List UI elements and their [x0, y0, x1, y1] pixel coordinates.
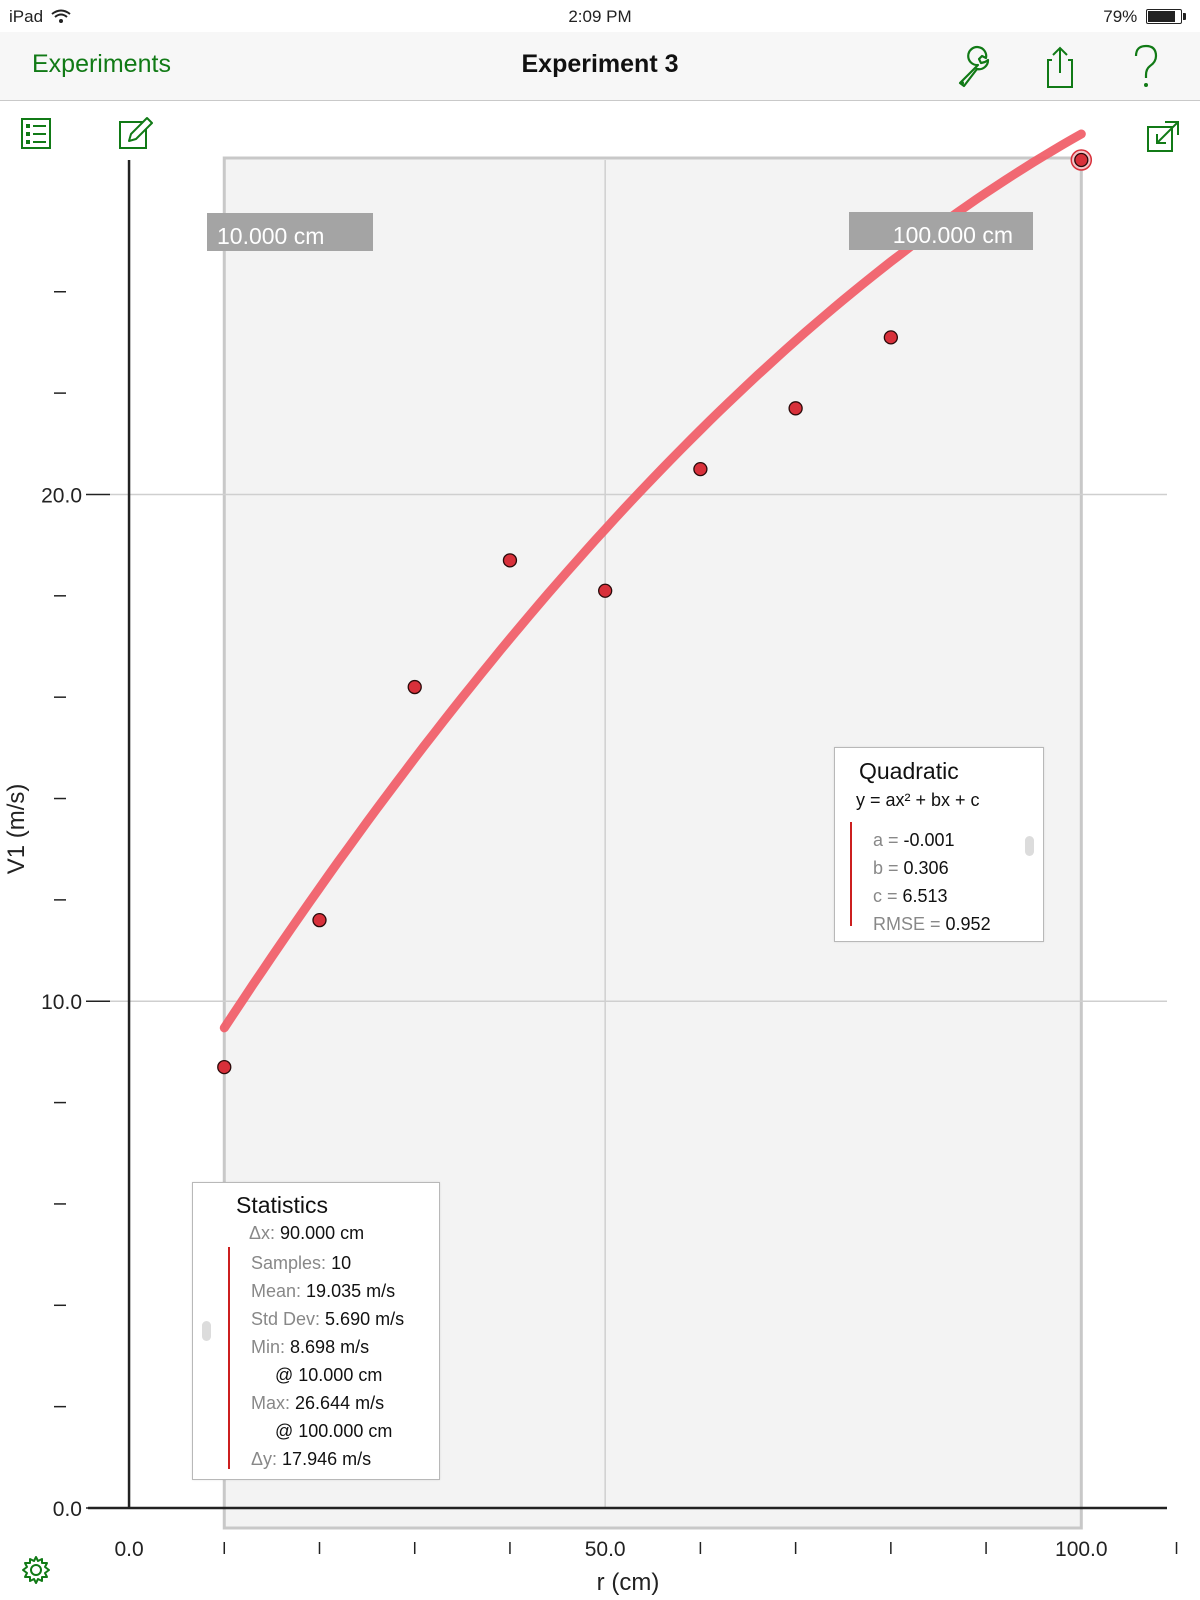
quadratic-equation: y = ax² + bx + c [856, 790, 980, 810]
delta-x-row: Δx: 90.000 cm [249, 1223, 365, 1243]
stats-color-marker [228, 1247, 230, 1469]
status-bar: iPad 2:09 PM 79% [0, 0, 1200, 32]
x-tick-label: 100.0 [1055, 1538, 1108, 1561]
delta-y-row: Δy: 17.946 m/s [251, 1449, 372, 1469]
mean-row: Mean: 19.035 m/s [251, 1281, 396, 1301]
data-point[interactable] [598, 583, 613, 598]
data-point[interactable] [217, 1059, 232, 1075]
battery-status: 79% [1103, 7, 1186, 27]
statistics-title: Statistics [236, 1192, 329, 1218]
experiments-back-button[interactable]: Experiments [32, 50, 171, 78]
std-dev-row: Std Dev: 5.690 m/s [251, 1309, 405, 1329]
param-a-row: a = -0.001 [873, 830, 955, 850]
quadratic-title: Quadratic [859, 758, 959, 784]
data-point[interactable] [788, 401, 803, 416]
data-point[interactable] [883, 330, 898, 345]
battery-percent: 79% [1103, 7, 1138, 26]
param-c-row: c = 6.513 [873, 886, 948, 906]
share-icon[interactable] [1034, 40, 1086, 92]
settings-gear-icon[interactable] [20, 1554, 52, 1586]
device-name: iPad [9, 7, 44, 26]
rmse-row: RMSE = 0.952 [873, 914, 991, 934]
statistics-box-scroll-thumb[interactable] [202, 1321, 211, 1341]
data-table-icon[interactable] [17, 114, 57, 154]
wifi-icon [51, 9, 71, 23]
min-row: Min: 8.698 m/s [251, 1337, 370, 1357]
y-tick-label: 0.0 [53, 1498, 82, 1521]
x-tick-label: 0.0 [114, 1538, 143, 1561]
param-b-row: b = 0.306 [873, 858, 949, 878]
data-point[interactable] [1074, 152, 1089, 168]
x-tick-label: 50.0 [585, 1538, 626, 1561]
page-title: Experiment 3 [521, 50, 679, 78]
x-axis-title: r (cm) [597, 1569, 660, 1596]
y-tick-label: 10.0 [41, 991, 82, 1014]
selection-end-label[interactable]: 100.000 cm [849, 212, 1033, 250]
quadratic-box-scroll-thumb[interactable] [1025, 836, 1034, 856]
device-status: iPad [9, 7, 71, 27]
battery-icon [1146, 9, 1186, 24]
fit-color-marker [850, 822, 852, 926]
clock: 2:09 PM [568, 7, 632, 26]
max-at-row: @ 100.000 cm [275, 1421, 393, 1441]
navigation-bar: Experiments Experiment 3 [0, 32, 1200, 101]
y-axis-title: V1 (m/s) [3, 784, 30, 875]
help-icon[interactable] [1120, 40, 1172, 92]
data-point[interactable] [693, 461, 708, 477]
annotate-icon[interactable] [115, 114, 155, 154]
expand-icon[interactable] [1143, 117, 1183, 157]
quadratic-params: a = -0.001 b = 0.306 c = 6.513 RMSE = 0.… [873, 826, 991, 938]
y-tick-label: 20.0 [41, 484, 82, 507]
data-point[interactable] [312, 913, 327, 928]
data-point[interactable] [407, 679, 422, 695]
samples-row: Samples: 10 [251, 1253, 352, 1273]
max-row: Max: 26.644 m/s [251, 1393, 385, 1413]
wrench-icon[interactable] [948, 40, 1000, 92]
selection-start-label[interactable]: 10.000 cm [207, 213, 373, 251]
statistics-box[interactable]: Statistics Δx: 90.000 cm Samples: 10 Mea… [192, 1182, 440, 1480]
statistics-rows: Samples: 10 Mean: 19.035 m/s Std Dev: 5.… [251, 1249, 404, 1473]
min-at-row: @ 10.000 cm [275, 1365, 383, 1385]
quadratic-fit-box[interactable]: Quadratic y = ax² + bx + c a = -0.001 b … [834, 747, 1044, 942]
data-point[interactable] [502, 553, 518, 568]
